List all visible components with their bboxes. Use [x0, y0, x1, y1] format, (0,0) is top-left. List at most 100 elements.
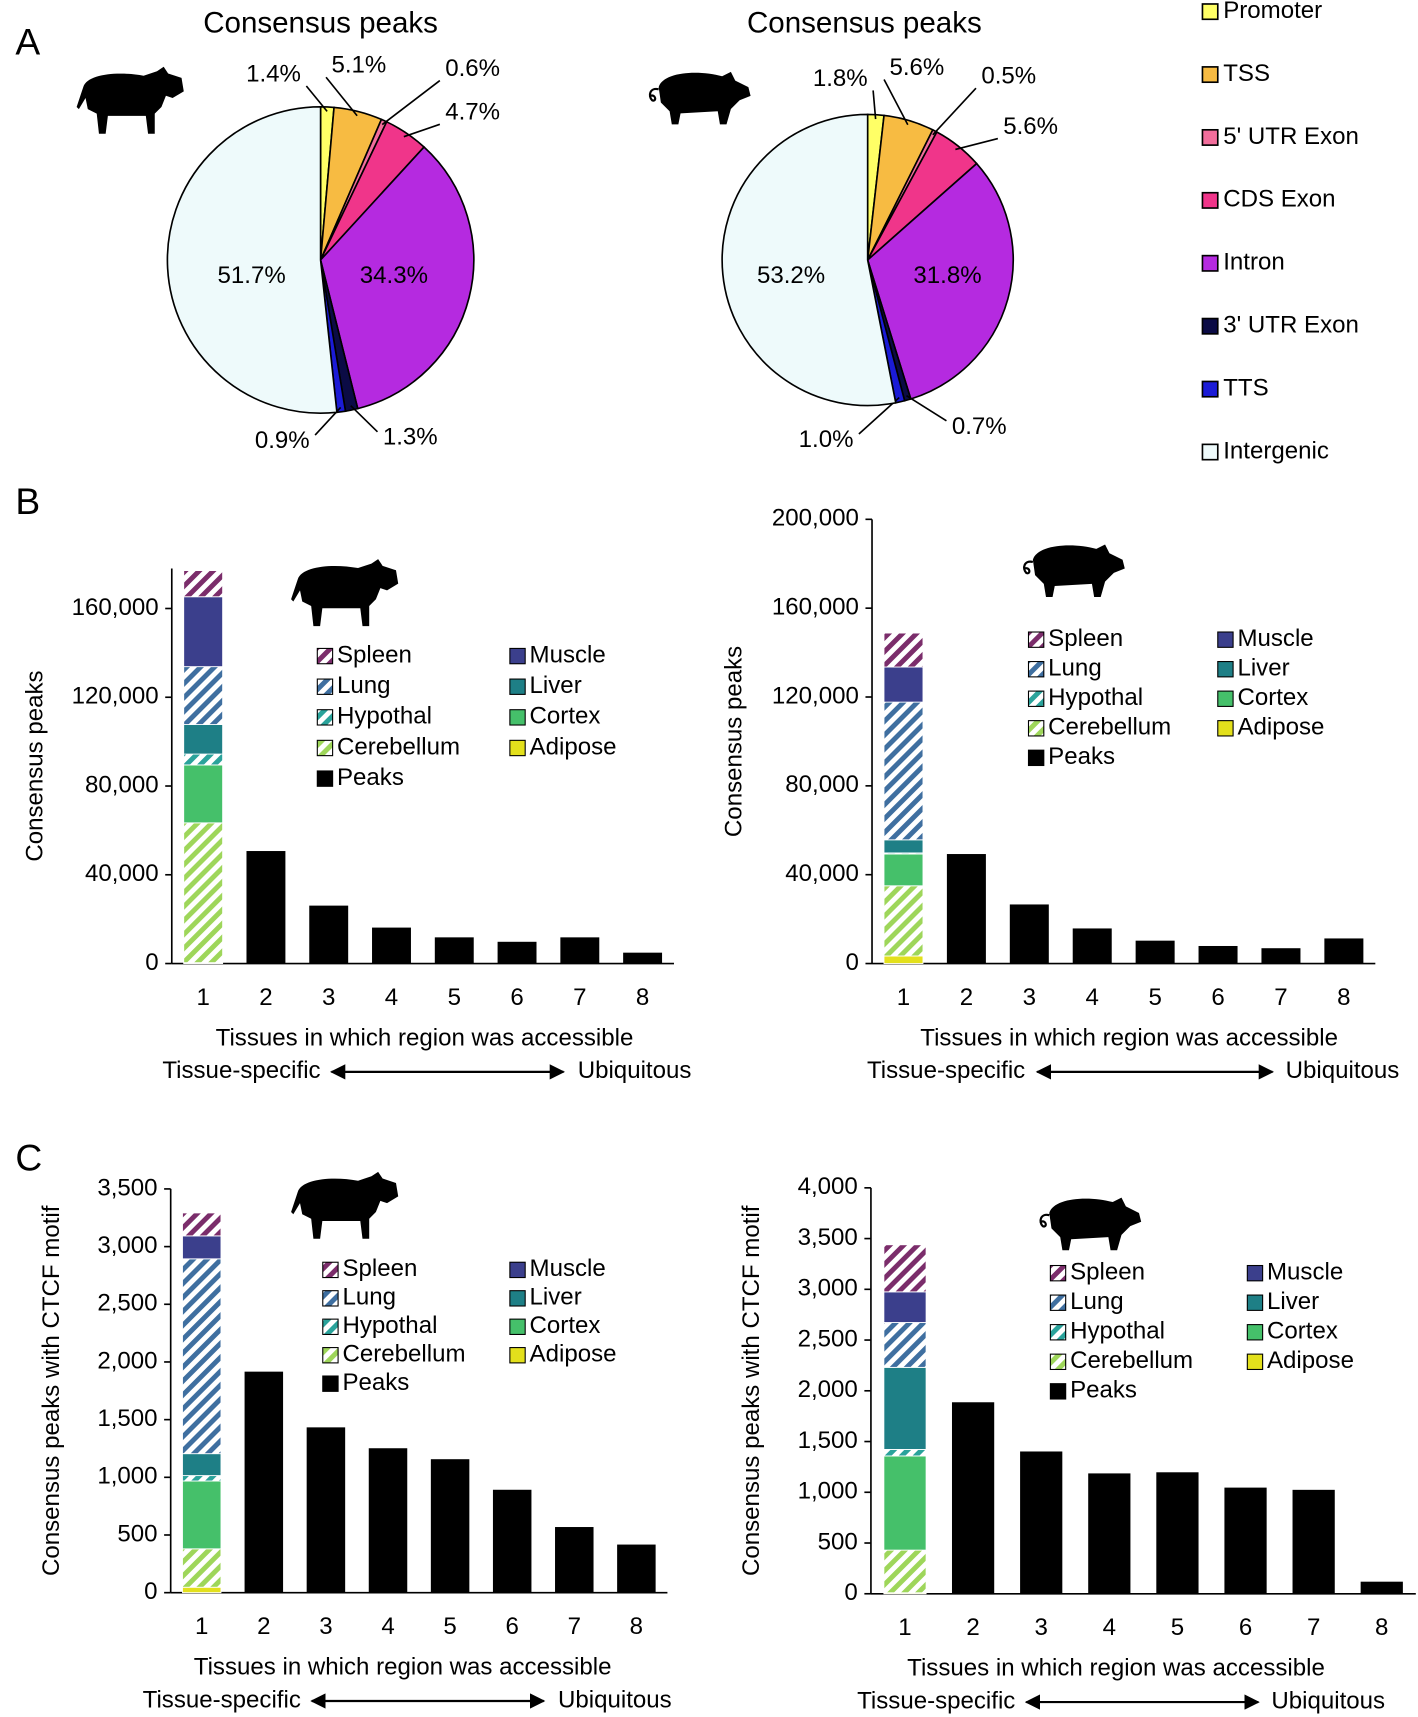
legend-label: Cortex — [1237, 684, 1308, 711]
legend-label: 3' UTR Exon — [1223, 312, 1359, 339]
y-axis-label: Consensus peaks — [721, 646, 748, 837]
annotation: Ubiquitous — [1286, 1057, 1400, 1084]
legend-label: Peaks — [342, 1369, 409, 1396]
bar-segment — [309, 905, 349, 964]
legend-swatch — [316, 647, 334, 665]
x-tick-label: 6 — [505, 1613, 518, 1640]
legend-label: Cortex — [530, 703, 601, 730]
panel-label: C — [15, 1136, 42, 1178]
x-tick-label: 8 — [636, 984, 649, 1011]
legend-swatch — [1027, 661, 1045, 678]
x-tick-label: 2 — [966, 1614, 979, 1641]
pie-label: 5.6% — [1003, 113, 1058, 140]
x-tick-label: 7 — [1274, 984, 1287, 1011]
pie-label: 1.3% — [383, 424, 438, 451]
legend-swatch — [1027, 631, 1045, 648]
bar-segment — [1072, 928, 1112, 964]
x-tick-label: 4 — [381, 1613, 394, 1640]
x-tick-label: 7 — [568, 1613, 581, 1640]
pie-label: 5.1% — [331, 52, 386, 79]
leader-line — [403, 123, 441, 138]
bar-segment — [623, 952, 663, 964]
pie-label: 51.7% — [218, 262, 286, 289]
legend-label: Cerebellum — [342, 1341, 465, 1368]
bar-segment — [617, 1544, 656, 1593]
y-tick-label: 40,000 — [85, 860, 159, 887]
bar-segment — [372, 927, 411, 964]
legend-swatch — [509, 739, 526, 757]
legend-label: Lung — [342, 1284, 396, 1311]
annotation: Ubiquitous — [558, 1686, 672, 1713]
x-axis-label: Tissues in which region was accessible — [920, 1024, 1338, 1051]
bar-segment — [946, 854, 986, 964]
legend-label: Intergenic — [1223, 437, 1329, 464]
leader-line — [955, 137, 999, 151]
legend-swatch — [322, 1318, 339, 1335]
bar-segment — [182, 1475, 222, 1482]
bar-segment — [1360, 1581, 1403, 1594]
bar-segment — [1292, 1489, 1335, 1594]
legend-label: Peaks — [337, 764, 404, 791]
legend-swatch — [1027, 749, 1045, 767]
x-tick-label: 7 — [573, 984, 586, 1011]
bar-segment — [1261, 948, 1301, 964]
legend-swatch — [1217, 720, 1234, 737]
bar-segment — [182, 1453, 222, 1477]
leader-line — [305, 85, 328, 112]
y-tick-label: 1,000 — [798, 1478, 858, 1505]
bar-segment — [434, 937, 474, 964]
bar-segment — [368, 1448, 408, 1593]
legend-swatch — [1201, 3, 1219, 21]
x-tick-label: 2 — [257, 1613, 270, 1640]
legend-label: Adipose — [530, 733, 617, 760]
bar-segment — [1020, 1451, 1063, 1594]
legend-swatch — [1201, 128, 1219, 146]
y-tick-label: 1,000 — [97, 1463, 157, 1490]
legend-swatch — [509, 647, 526, 665]
bar-segment — [1135, 940, 1175, 964]
legend-label: Adipose — [530, 1341, 617, 1368]
x-tick-label: 5 — [1148, 984, 1161, 1011]
bar-segment — [883, 955, 924, 964]
legend-label: Hypothal — [342, 1312, 437, 1339]
legend-label: Hypothal — [1070, 1318, 1165, 1345]
x-tick-label: 5 — [443, 1613, 456, 1640]
legend-swatch — [1027, 720, 1045, 737]
bar-segment — [183, 666, 224, 725]
bar-segment — [182, 1235, 222, 1260]
legend-swatch — [322, 1261, 339, 1279]
legend-swatch — [509, 1347, 526, 1364]
legend-swatch — [316, 739, 334, 757]
x-tick-label: 8 — [1375, 1614, 1388, 1641]
bar-segment — [430, 1459, 470, 1593]
y-tick-label: 4,000 — [798, 1173, 858, 1200]
legend-label: Liver — [530, 1284, 582, 1311]
x-tick-label: 4 — [385, 984, 398, 1011]
pie-label: 31.8% — [913, 262, 981, 289]
legend-swatch — [322, 1347, 339, 1364]
pie-label: 0.6% — [445, 55, 500, 82]
x-tick-label: 5 — [448, 984, 461, 1011]
bar-segment — [883, 1322, 927, 1368]
bar-segment — [497, 941, 537, 964]
y-tick-label: 1,500 — [97, 1405, 157, 1432]
bar-segment — [306, 1427, 346, 1593]
legend-swatch — [1217, 631, 1234, 648]
y-tick-label: 500 — [818, 1528, 858, 1555]
x-tick-label: 7 — [1307, 1614, 1320, 1641]
y-tick-label: 200,000 — [772, 505, 859, 532]
x-tick-label: 1 — [195, 1613, 208, 1640]
pie-label: 4.7% — [445, 99, 500, 126]
bar-segment — [883, 1449, 927, 1457]
legend-label: Spleen — [342, 1255, 417, 1282]
bar-segment — [182, 1586, 222, 1594]
pie-label: 5.6% — [889, 54, 944, 81]
bar-segment — [1009, 904, 1049, 964]
legend-label: Spleen — [1070, 1259, 1145, 1286]
legend-swatch — [1246, 1294, 1264, 1311]
pie-label: 34.3% — [360, 262, 428, 289]
panel-label: B — [15, 480, 40, 522]
pie-slice — [866, 162, 1014, 401]
legend-label: Intron — [1223, 249, 1285, 276]
